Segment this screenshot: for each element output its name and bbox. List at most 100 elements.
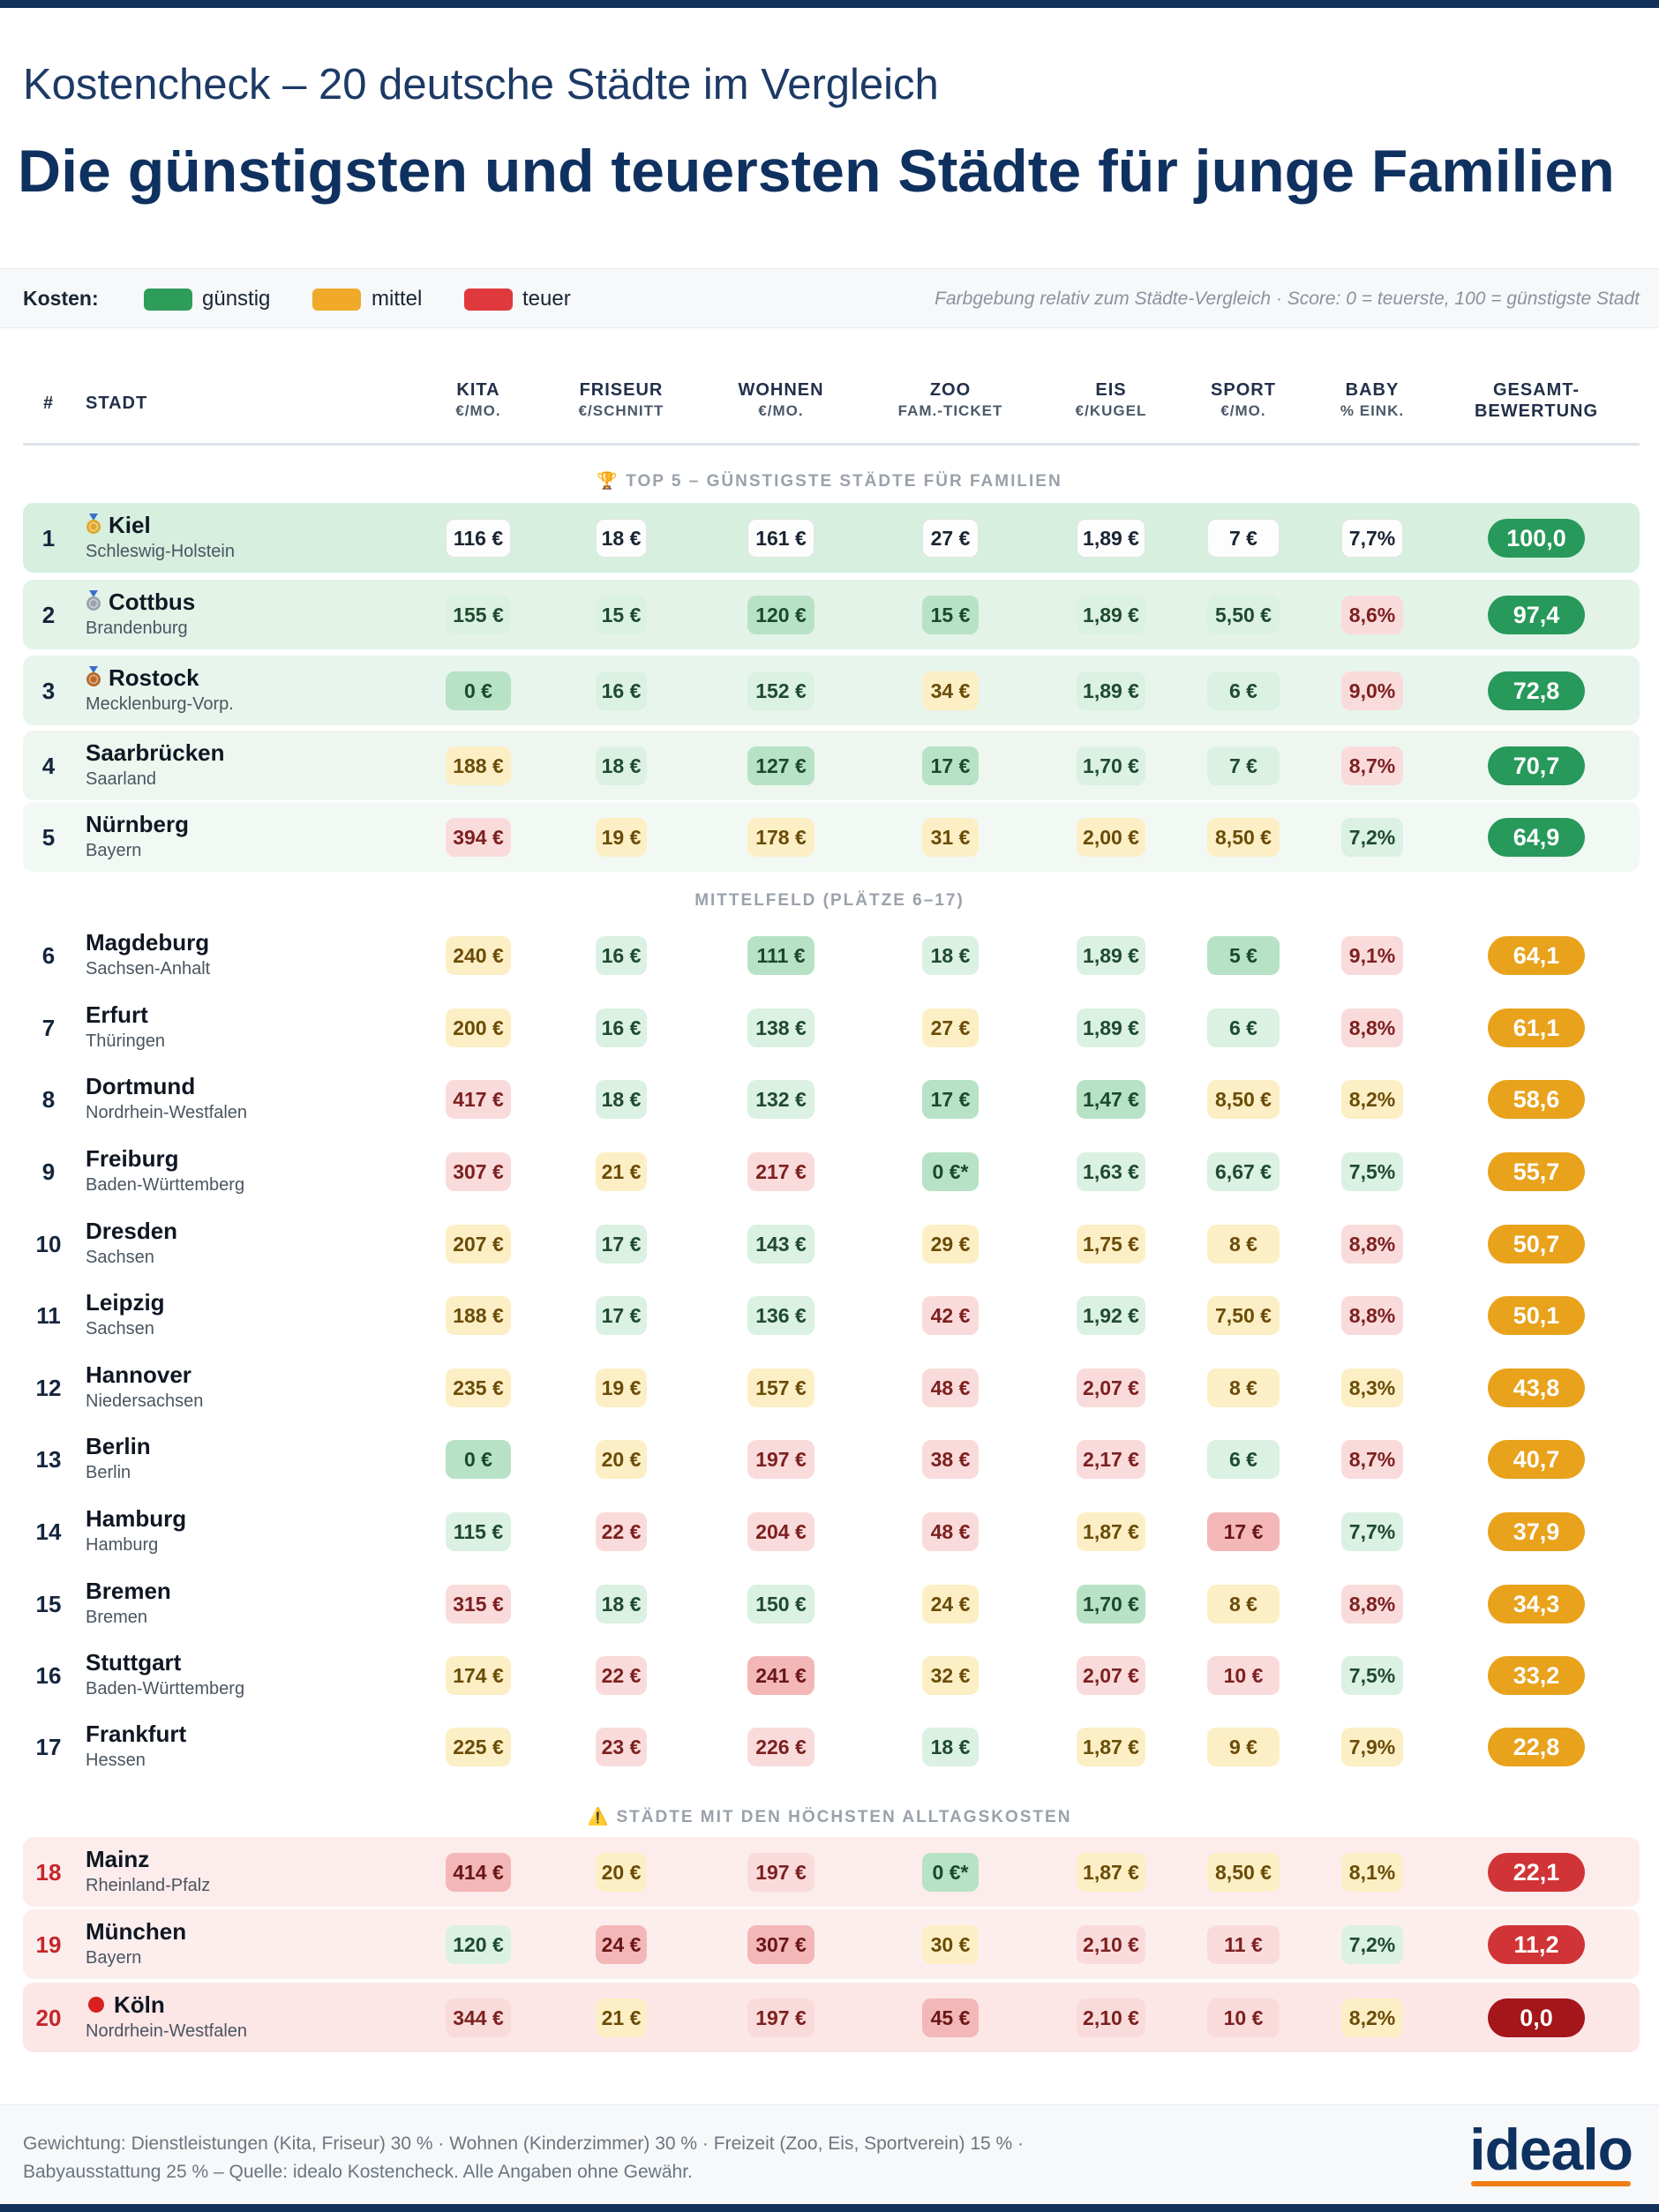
cell-baby: 8,7%	[1341, 1440, 1403, 1479]
city-name: Dresden	[86, 1218, 177, 1245]
cell-eis: 1,70 €	[1077, 746, 1145, 785]
rank-number: 13	[35, 1446, 62, 1473]
rank-number: 3	[41, 678, 56, 704]
cell-zoo: 0 €*	[922, 1152, 979, 1191]
cell-kita: 307 €	[446, 1152, 511, 1191]
cell-kita: 315 €	[446, 1585, 511, 1623]
cell-friseur: 20 €	[596, 1853, 647, 1892]
city-name-text: Hamburg	[86, 1505, 187, 1532]
cell-eis: 1,89 €	[1077, 1009, 1145, 1047]
col-header-city: STADT	[86, 394, 148, 413]
cell-wohnen: 197 €	[747, 1440, 814, 1479]
city-name-text: Berlin	[86, 1433, 151, 1459]
state-name: Nordrhein-Westfalen	[86, 2021, 248, 2041]
state-name: Sachsen	[86, 1248, 154, 1267]
cell-zoo: 48 €	[922, 1368, 979, 1407]
cell-eis: 1,87 €	[1077, 1728, 1145, 1766]
cell-wohnen: 120 €	[747, 596, 814, 634]
cell-zoo: 0 €*	[922, 1853, 979, 1892]
col-header-wohnen: WOHNEN €/MO.	[738, 380, 824, 419]
legend-label: Kosten:	[23, 287, 99, 310]
cell-friseur: 19 €	[596, 1368, 647, 1407]
cell-sport: 10 €	[1207, 1998, 1280, 2037]
cell-zoo: 29 €	[922, 1225, 979, 1263]
cell-eis: 1,87 €	[1077, 1853, 1145, 1892]
cell-wohnen: 217 €	[747, 1152, 814, 1191]
state-name: Mecklenburg-Vorp.	[86, 694, 234, 714]
footer-line-1: Gewichtung: Dienstleistungen (Kita, Fris…	[23, 2133, 1025, 2154]
cell-friseur: 24 €	[596, 1925, 647, 1964]
city-name: Saarbrücken	[86, 739, 225, 767]
city-name-text: Erfurt	[86, 1001, 148, 1028]
city-name-text: Hannover	[86, 1361, 191, 1388]
cell-wohnen: 143 €	[747, 1225, 814, 1263]
idealo-logo: idealo	[1469, 2116, 1633, 2186]
top-accent-bar	[0, 0, 1659, 8]
section-header-mid: MITTELFELD (PLÄTZE 6–17)	[694, 891, 965, 910]
cell-baby: 8,7%	[1341, 746, 1403, 785]
cell-sport: 8,50 €	[1207, 818, 1280, 857]
score-badge: 37,9	[1488, 1512, 1585, 1551]
page-title: Die günstigsten und teuersten Städte für…	[18, 138, 1615, 205]
cell-zoo: 15 €	[922, 596, 979, 634]
cell-wohnen: 307 €	[747, 1925, 814, 1964]
state-name: Sachsen-Anhalt	[86, 959, 211, 979]
cell-baby: 8,8%	[1341, 1296, 1403, 1335]
cell-sport: 7 €	[1207, 746, 1280, 785]
state-name: Baden-Württemberg	[86, 1175, 245, 1195]
red-circle-icon	[88, 1997, 104, 2013]
city-name: Rostock	[86, 664, 199, 692]
cell-eis: 1,47 €	[1077, 1080, 1145, 1119]
score-badge: 22,8	[1488, 1728, 1585, 1766]
rank-number: 10	[35, 1231, 62, 1257]
score-badge: 61,1	[1488, 1009, 1585, 1047]
legend-label-teuer: teuer	[522, 287, 571, 311]
rank-number: 9	[41, 1158, 56, 1185]
cell-eis: 1,89 €	[1077, 671, 1145, 710]
score-badge: 22,1	[1488, 1853, 1585, 1892]
state-name: Thüringen	[86, 1031, 166, 1051]
cell-friseur: 17 €	[596, 1296, 647, 1335]
cell-eis: 2,07 €	[1077, 1656, 1145, 1695]
cell-wohnen: 197 €	[747, 1998, 814, 2037]
col-header-friseur: FRISEUR €/SCHNITT	[578, 380, 664, 419]
footer-line-2: Babyausstattung 25 % – Quelle: idealo Ko…	[23, 2162, 693, 2182]
cell-baby: 7,2%	[1341, 818, 1403, 857]
cell-baby: 8,8%	[1341, 1225, 1403, 1263]
cell-wohnen: 136 €	[747, 1296, 814, 1335]
cell-wohnen: 157 €	[747, 1368, 814, 1407]
city-name-text: Leipzig	[86, 1289, 165, 1316]
city-name-text: Stuttgart	[86, 1649, 182, 1676]
rank-number: 20	[35, 2005, 62, 2031]
cell-kita: 120 €	[446, 1925, 511, 1964]
cell-eis: 1,92 €	[1077, 1296, 1145, 1335]
legend-bar: Kosten: günstig mittel teuer Farbgebung …	[0, 268, 1659, 328]
cell-zoo: 18 €	[922, 936, 979, 975]
city-name-text: Magdeburg	[86, 929, 210, 956]
rank-number: 7	[41, 1015, 56, 1041]
cell-kita: 188 €	[446, 746, 511, 785]
city-name-text: Kiel	[109, 512, 151, 538]
state-name: Bayern	[86, 1948, 142, 1968]
cell-friseur: 19 €	[596, 818, 647, 857]
score-badge: 34,3	[1488, 1585, 1585, 1623]
cell-zoo: 45 €	[922, 1998, 979, 2037]
cell-zoo: 17 €	[922, 1080, 979, 1119]
score-badge: 55,7	[1488, 1152, 1585, 1191]
cell-sport: 5 €	[1207, 936, 1280, 975]
state-name: Saarland	[86, 769, 157, 789]
col-header-rank: #	[42, 394, 55, 413]
cell-sport: 7,50 €	[1207, 1296, 1280, 1335]
city-name: Leipzig	[86, 1289, 165, 1316]
city-name-text: Nürnberg	[86, 811, 189, 837]
cell-sport: 8,50 €	[1207, 1853, 1280, 1892]
cell-kita: 235 €	[446, 1368, 511, 1407]
cell-kita: 174 €	[446, 1656, 511, 1695]
cell-sport: 17 €	[1207, 1512, 1280, 1551]
state-name: Rheinland-Pfalz	[86, 1876, 211, 1895]
city-name: Kiel	[86, 512, 151, 539]
city-name: Bremen	[86, 1578, 171, 1605]
rank-number: 12	[35, 1375, 62, 1401]
cell-wohnen: 161 €	[747, 519, 814, 558]
legend-label-mittel: mittel	[372, 287, 423, 311]
